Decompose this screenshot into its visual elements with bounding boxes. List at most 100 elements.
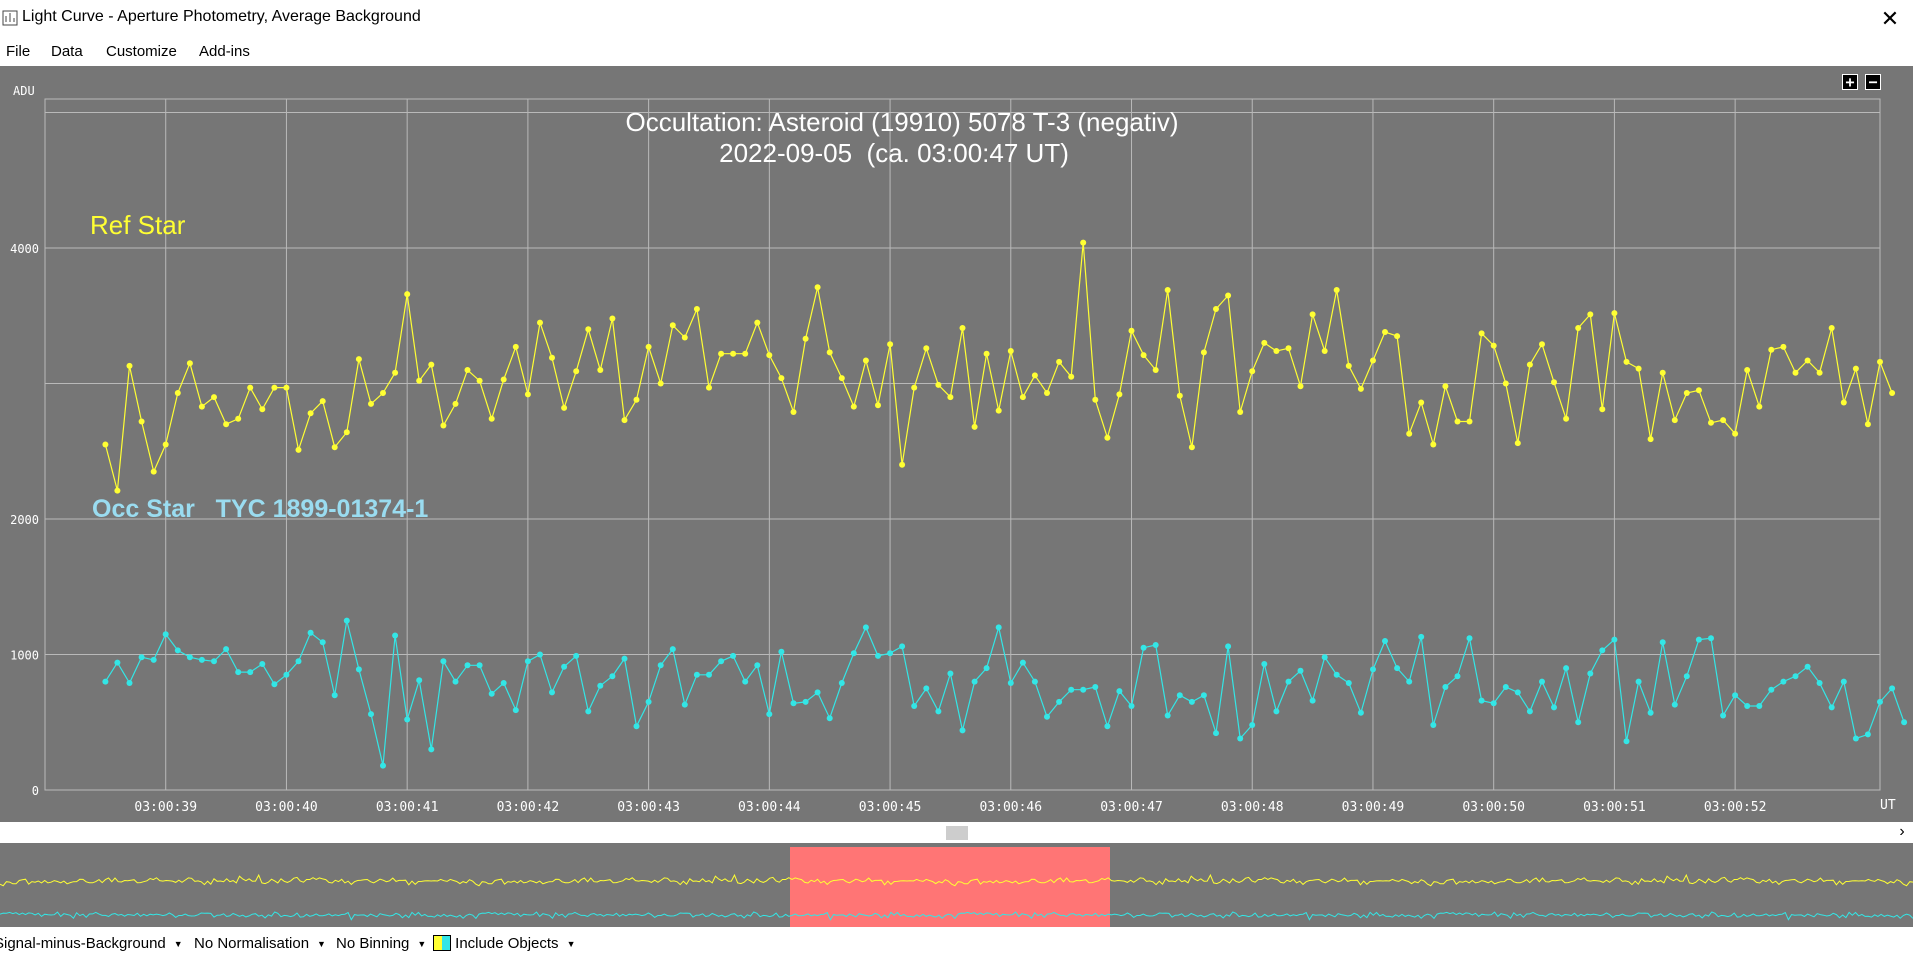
- data-point: [512, 707, 519, 714]
- data-point: [983, 665, 990, 672]
- data-point: [1671, 701, 1678, 708]
- data-point: [1877, 358, 1883, 365]
- data-point: [1309, 697, 1316, 704]
- data-point: [573, 368, 580, 375]
- horizontal-scrollbar[interactable]: ›: [0, 822, 1913, 843]
- include-objects-dropdown[interactable]: Include Objects ▼: [433, 935, 575, 952]
- data-point: [862, 357, 869, 364]
- data-point: [1370, 666, 1376, 673]
- data-point: [319, 398, 326, 405]
- occ-star-series: [102, 617, 1908, 769]
- data-point: [271, 681, 278, 688]
- data-point: [1080, 239, 1087, 246]
- data-point: [887, 341, 894, 348]
- x-tick-label: 03:00:52: [1704, 800, 1767, 815]
- data-point: [1792, 673, 1799, 680]
- data-point: [609, 315, 616, 322]
- data-point: [621, 417, 628, 424]
- scroll-right-arrow[interactable]: ›: [1899, 823, 1905, 840]
- data-point: [1659, 639, 1666, 646]
- zoom-out-button[interactable]: −: [1865, 74, 1881, 90]
- data-point: [633, 396, 640, 403]
- close-button[interactable]: ✕: [1880, 6, 1900, 31]
- y-tick-label: 0: [32, 784, 39, 798]
- data-point: [355, 356, 362, 363]
- data-point: [1635, 365, 1642, 372]
- data-point: [1104, 434, 1111, 441]
- data-point: [1683, 673, 1690, 680]
- data-point: [1080, 686, 1087, 693]
- data-point: [1418, 633, 1425, 640]
- data-point: [875, 652, 881, 659]
- data-point: [150, 468, 157, 475]
- data-point: [1394, 333, 1401, 340]
- data-point: [826, 349, 833, 356]
- binning-dropdown[interactable]: No Binning ▼: [336, 935, 426, 952]
- data-point: [1563, 665, 1570, 672]
- data-point: [959, 325, 966, 331]
- data-point: [331, 692, 338, 699]
- data-point: [838, 375, 845, 382]
- data-point: [1575, 325, 1582, 331]
- data-point: [476, 662, 483, 669]
- data-point: [1297, 667, 1304, 674]
- data-point: [947, 394, 954, 401]
- data-point: [1551, 379, 1557, 386]
- data-point: [1297, 383, 1304, 390]
- menu-file[interactable]: File: [6, 43, 31, 60]
- data-point: [742, 350, 749, 357]
- data-point: [1044, 713, 1050, 720]
- data-point: [1526, 361, 1533, 368]
- scroll-thumb[interactable]: [946, 826, 968, 840]
- menu-customize[interactable]: Customize: [106, 43, 177, 60]
- normalisation-dropdown[interactable]: No Normalisation ▼: [194, 935, 326, 952]
- data-point: [802, 335, 809, 342]
- data-point: [681, 701, 688, 708]
- menu-data[interactable]: Data: [51, 43, 83, 60]
- data-point: [1357, 385, 1364, 392]
- data-point: [537, 319, 543, 326]
- data-point: [1454, 673, 1461, 680]
- data-point: [1116, 391, 1123, 398]
- data-point: [1792, 369, 1799, 376]
- x-tick-label: 03:00:50: [1462, 800, 1525, 815]
- chevron-down-icon: ▼: [417, 939, 427, 950]
- data-point: [1225, 292, 1232, 299]
- data-point: [1852, 735, 1859, 742]
- data-point: [1768, 346, 1775, 353]
- data-point: [1092, 396, 1099, 403]
- zoom-in-button[interactable]: +: [1842, 74, 1858, 90]
- data-point: [1188, 444, 1195, 451]
- data-point: [488, 415, 495, 422]
- data-point: [1864, 421, 1871, 428]
- data-point: [585, 708, 592, 715]
- data-point: [1502, 684, 1509, 690]
- data-point: [1454, 418, 1461, 425]
- data-point: [1321, 348, 1328, 354]
- data-point: [561, 404, 568, 411]
- light-curve-plot: 0 1000 2000 4000 03:00:39 03:00:40 03:00:41 03:…: [10, 84, 1908, 815]
- data-point: [706, 671, 712, 678]
- menu-add-ins[interactable]: Add-ins: [199, 43, 250, 60]
- overview-strip[interactable]: [0, 843, 1913, 927]
- data-point: [1901, 719, 1908, 726]
- data-point: [1647, 436, 1654, 443]
- ref-star-series: [102, 239, 1896, 494]
- data-point: [1357, 709, 1364, 716]
- light-curve-chart[interactable]: 0 1000 2000 4000 03:00:39 03:00:40 03:00:41 03:…: [0, 66, 1913, 822]
- data-point: [1007, 680, 1014, 686]
- data-point: [1164, 287, 1171, 293]
- data-point: [537, 651, 543, 658]
- data-point: [669, 646, 676, 653]
- data-point: [1176, 692, 1183, 699]
- data-point: [1575, 719, 1582, 726]
- data-point: [1140, 644, 1147, 651]
- data-point: [1200, 692, 1207, 699]
- signal-mode-dropdown[interactable]: Signal-minus-Background ▼: [0, 935, 183, 952]
- data-point: [899, 643, 906, 650]
- data-point: [271, 384, 278, 391]
- data-point: [1321, 654, 1328, 661]
- data-point: [778, 648, 785, 655]
- tick-labels: 0 1000 2000 4000 03:00:39 03:00:40 03:00:41 03:…: [10, 242, 1766, 815]
- data-point: [404, 291, 411, 298]
